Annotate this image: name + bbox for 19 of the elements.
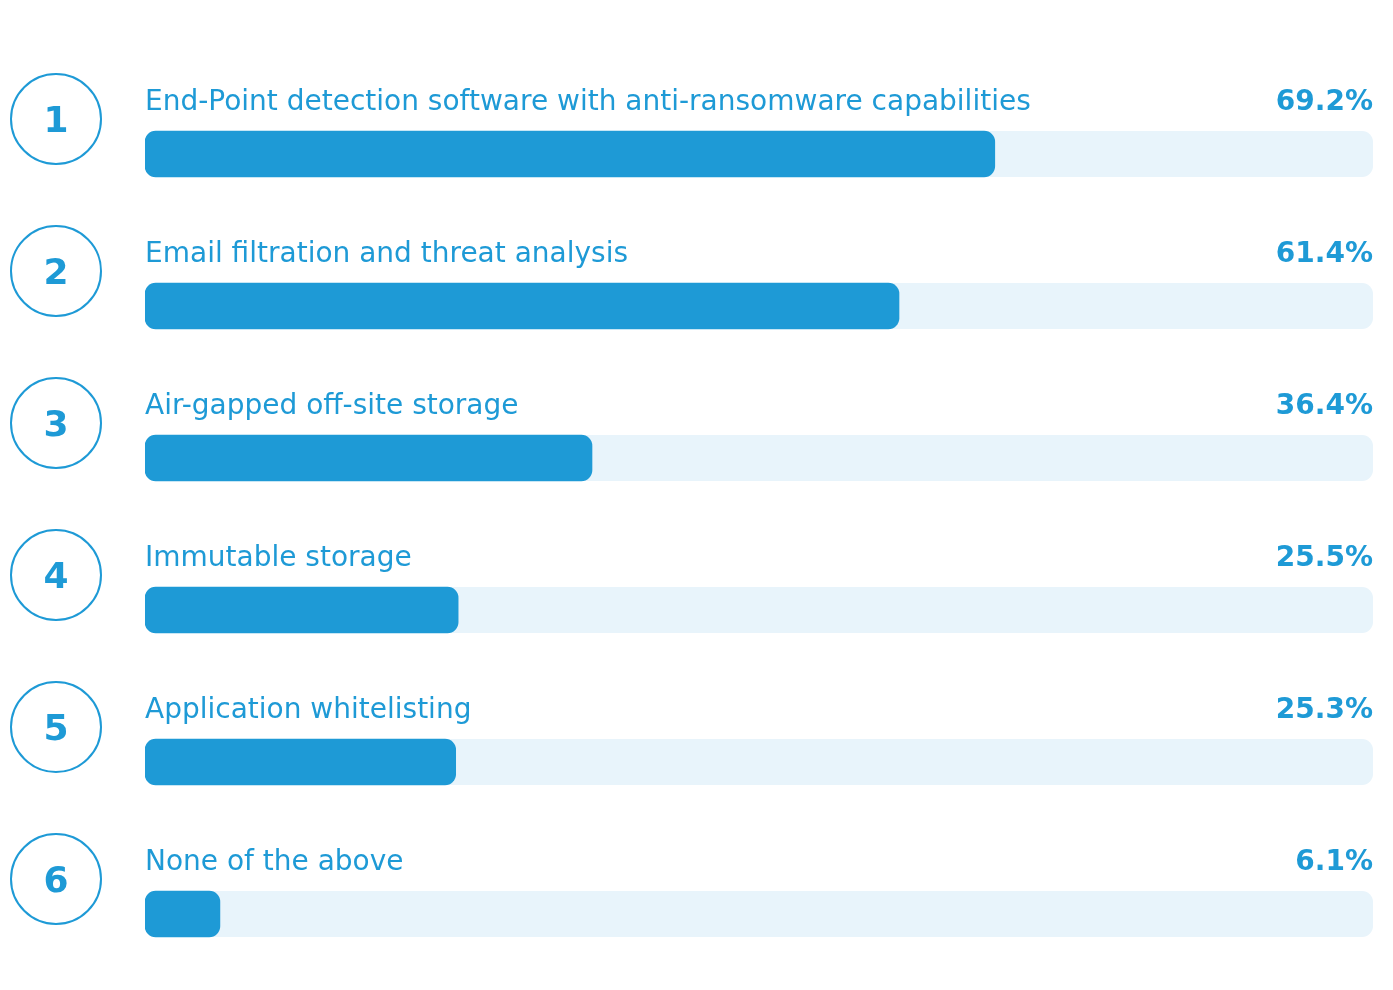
- number-circle: 5: [10, 681, 102, 773]
- number-circle: 4: [10, 529, 102, 621]
- y-tick-label: Air-gapped off-site storage: [145, 388, 519, 421]
- y-tick-label: Application whitelisting: [145, 692, 472, 725]
- data-label: 69.2%: [1275, 84, 1373, 117]
- number-circle: 2: [10, 225, 102, 317]
- y-tick-label: Email filtration and threat analysis: [145, 236, 629, 269]
- bar: [145, 890, 221, 938]
- y-tick-label: Immutable storage: [145, 540, 412, 573]
- number-circle: 3: [10, 377, 102, 469]
- y-tick-label: None of the above: [145, 844, 404, 877]
- number-circle: 6: [10, 833, 102, 925]
- data-label: 25.3%: [1275, 692, 1373, 725]
- data-label: 25.5%: [1275, 540, 1373, 573]
- y-tick-label: End-Point detection software with anti-ransomware capabilities: [145, 84, 1031, 117]
- data-label: 61.4%: [1275, 236, 1373, 269]
- data-label: 36.4%: [1275, 388, 1373, 421]
- number-circle: 1: [10, 73, 102, 165]
- data-label: 6.1%: [1295, 844, 1373, 877]
